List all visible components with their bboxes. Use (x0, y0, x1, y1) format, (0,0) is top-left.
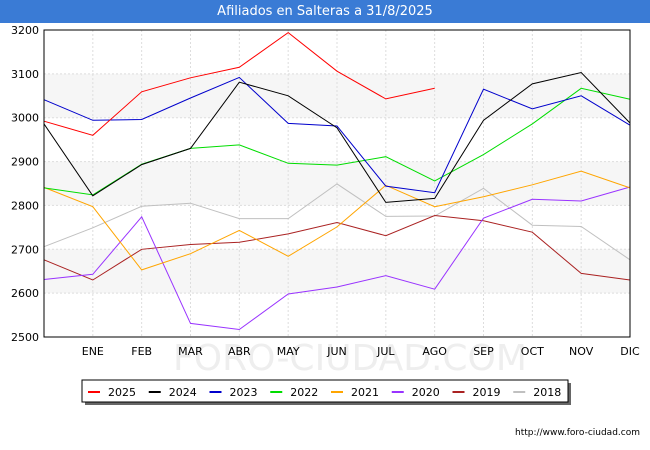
x-tick-label: FEB (131, 345, 152, 358)
x-tick-label: MAY (277, 345, 300, 358)
legend-label-2023: 2023 (230, 386, 258, 399)
chart-title: Afiliados en Salteras a 31/8/2025 (0, 0, 650, 23)
y-tick-label: 3200 (11, 24, 39, 37)
x-tick-label: JUL (376, 345, 395, 358)
legend-label-2021: 2021 (351, 386, 379, 399)
y-tick-label: 3000 (11, 112, 39, 125)
x-tick-label: ENE (82, 345, 104, 358)
x-tick-label: DIC (620, 345, 640, 358)
source-url: http://www.foro-ciudad.com (515, 428, 640, 438)
legend-label-2020: 2020 (412, 386, 440, 399)
y-tick-label: 2500 (11, 331, 39, 344)
x-tick-label: MAR (178, 345, 203, 358)
x-tick-label: AGO (422, 345, 447, 358)
series-line-2018 (43, 183, 631, 261)
x-tick-label: NOV (569, 345, 594, 358)
y-tick-label: 2700 (11, 243, 39, 256)
series-line-2019 (43, 214, 631, 281)
legend-label-2024: 2024 (169, 386, 197, 399)
series-line-2020 (43, 186, 631, 331)
x-tick-label: SEP (473, 345, 494, 358)
y-tick-label: 2800 (11, 199, 39, 212)
series-line-2025 (43, 31, 435, 136)
x-tick-label: ABR (228, 345, 251, 358)
series-line-2023 (43, 76, 631, 194)
y-tick-label: 2900 (11, 156, 39, 169)
y-tick-label: 2600 (11, 287, 39, 300)
x-tick-label: OCT (521, 345, 544, 358)
legend-label-2025: 2025 (108, 386, 136, 399)
y-tick-label: 3100 (11, 68, 39, 81)
series-line-2021 (43, 170, 631, 271)
x-tick-label: JUN (326, 345, 347, 358)
legend-label-2022: 2022 (290, 386, 318, 399)
plot-frame (43, 29, 631, 338)
watermark-text: FORO-CIUDAD.COM (173, 338, 527, 379)
legend-label-2019: 2019 (473, 386, 501, 399)
series-line-2024 (43, 71, 631, 203)
legend-label-2018: 2018 (533, 386, 561, 399)
legend-box (81, 379, 569, 403)
